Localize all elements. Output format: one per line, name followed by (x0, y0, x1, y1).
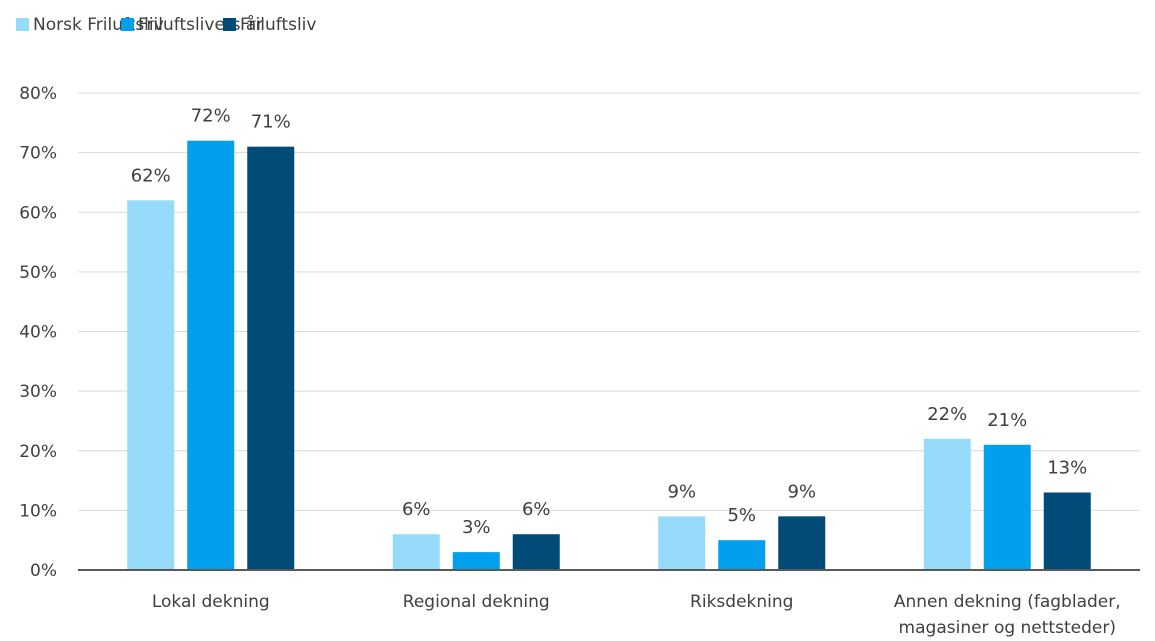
x-tick-label-cat4-line1: Annen dekning (fagblader, (894, 592, 1121, 612)
y-tick-label-60: 60% (19, 203, 57, 223)
y-axis: 0% 10% 20% 30% 40% 50% 60% 70% 80% (19, 84, 57, 581)
x-tick-label-cat3: Riksdekning (690, 592, 793, 612)
data-label-series3-cat4: 13% (1047, 457, 1087, 478)
y-tick-label-0: 0% (30, 561, 57, 581)
data-label-series1-cat3: 9% (667, 481, 696, 502)
data-label-series3-cat2: 6% (522, 499, 551, 520)
bar-series2-cat4 (983, 444, 1031, 570)
bar-series1-cat2 (392, 534, 440, 570)
bar-series2-cat1 (187, 140, 235, 570)
bar-series2-cat3 (718, 540, 766, 570)
legend-label-3: Friluftsliv (240, 15, 316, 35)
bar-series3-cat3 (778, 516, 826, 570)
bars (127, 140, 1091, 570)
y-tick-label-50: 50% (19, 263, 57, 283)
y-tick-label-30: 30% (19, 382, 57, 402)
y-tick-label-80: 80% (19, 84, 57, 104)
data-label-series1-cat1: 62% (131, 165, 171, 186)
bar-series2-cat2 (452, 552, 500, 570)
bar-series3-cat4 (1043, 492, 1091, 570)
data-label-series2-cat2: 3% (462, 517, 491, 538)
x-tick-label-cat1: Lokal dekning (152, 592, 270, 612)
x-tick-label-cat4-line2: magasiner og nettsteder) (899, 618, 1116, 637)
bar-series1-cat4 (923, 438, 971, 570)
data-labels: 62% 72% 71% 6% 3% 6% 9% 5% 9% 22% 21% 13% (131, 106, 1088, 538)
data-label-series3-cat1: 71% (251, 112, 291, 133)
y-tick-label-70: 70% (19, 144, 57, 164)
y-tick-label-40: 40% (19, 323, 57, 343)
data-label-series1-cat2: 6% (402, 499, 431, 520)
data-label-series1-cat4: 22% (927, 404, 967, 425)
legend-swatch-2 (121, 18, 134, 31)
legend-swatch-3 (223, 18, 236, 31)
data-label-series2-cat3: 5% (727, 505, 756, 526)
bar-series1-cat3 (658, 516, 706, 570)
bar-series3-cat2 (512, 534, 560, 570)
y-tick-label-10: 10% (19, 501, 57, 521)
bar-series3-cat1 (247, 146, 295, 570)
data-label-series3-cat3: 9% (787, 481, 816, 502)
x-tick-label-cat2: Regional dekning (403, 592, 550, 612)
legend-swatch-1 (16, 18, 29, 31)
data-label-series2-cat4: 21% (987, 410, 1027, 431)
gridlines (78, 92, 1140, 511)
bar-series1-cat1 (127, 200, 175, 570)
y-tick-label-20: 20% (19, 442, 57, 462)
x-axis: Lokal dekning Regional dekning Riksdekning… (78, 569, 1140, 638)
data-label-series2-cat1: 72% (191, 106, 231, 127)
